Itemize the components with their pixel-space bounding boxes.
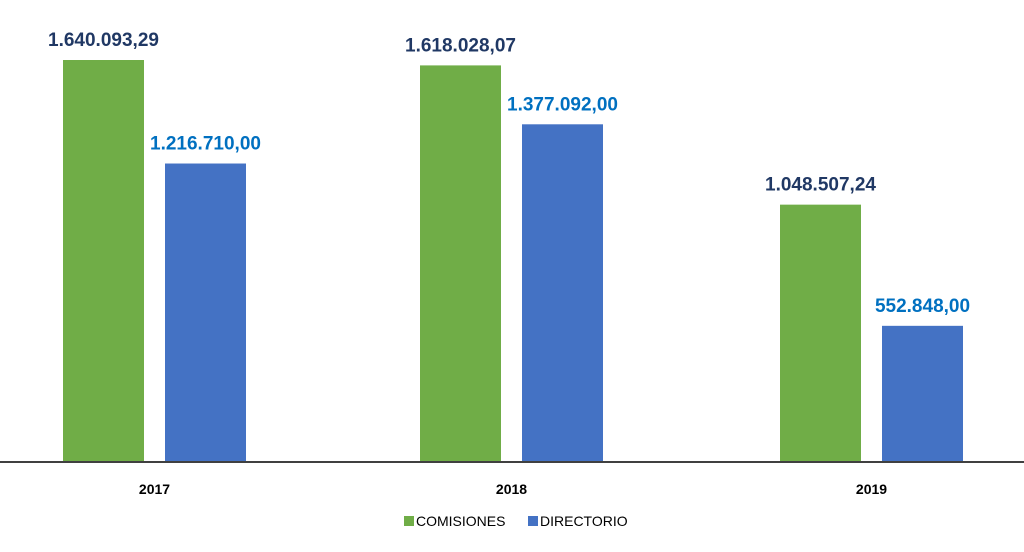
legend-swatch-directorio — [528, 516, 538, 526]
value-label-comisiones-2019: 1.048.507,24 — [765, 175, 876, 196]
category-label-2018: 2018 — [496, 481, 527, 497]
category-labels-layer: 2017 2018 2019 — [139, 481, 887, 497]
bar-comisiones-2017 — [63, 60, 144, 461]
value-labels-layer: 1.640.093,29 1.216.710,00 1.618.028,07 1.37… — [48, 30, 970, 317]
legend-swatch-comisiones — [404, 516, 414, 526]
bar-directorio-2017 — [165, 163, 246, 462]
value-label-directorio-2017: 1.216.710,00 — [150, 134, 261, 155]
category-label-2019: 2019 — [856, 481, 887, 497]
value-label-directorio-2018: 1.377.092,00 — [507, 94, 618, 115]
value-label-comisiones-2018: 1.618.028,07 — [405, 35, 516, 56]
value-label-directorio-2019: 552.848,00 — [875, 296, 970, 317]
bars-layer — [63, 60, 963, 462]
value-label-comisiones-2017: 1.640.093,29 — [48, 30, 159, 51]
bar-comisiones-2018 — [420, 65, 501, 462]
bar-comisiones-2019 — [780, 204, 861, 461]
legend: COMISIONES DIRECTORIO — [404, 513, 628, 529]
legend-label-directorio: DIRECTORIO — [540, 513, 628, 529]
legend-label-comisiones: COMISIONES — [416, 513, 505, 529]
category-label-2017: 2017 — [139, 481, 170, 497]
bar-directorio-2019 — [882, 325, 963, 461]
bar-directorio-2018 — [522, 124, 603, 461]
